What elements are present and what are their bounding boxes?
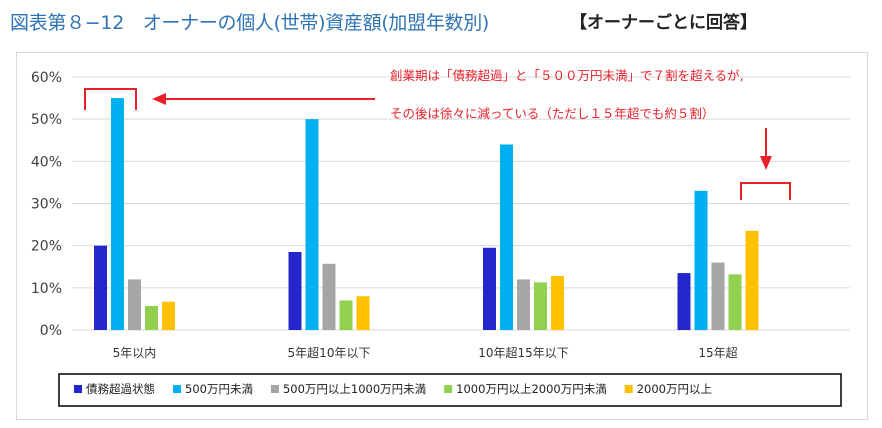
legend-label: 債務超過状態 bbox=[86, 382, 155, 396]
legend-label: 1000万円以上2000万円未満 bbox=[456, 382, 607, 396]
legend: 債務超過状態 500万円未満 500万円以上1000万円未満 1000万円以上2000… bbox=[58, 373, 842, 407]
annotation-graphics bbox=[84, 88, 791, 200]
legend-swatch bbox=[270, 385, 279, 393]
bar bbox=[128, 279, 141, 330]
legend-swatch bbox=[444, 385, 453, 393]
figure-subtitle: 【オーナーごとに回答】 bbox=[570, 13, 757, 33]
y-tick-label: 30% bbox=[31, 197, 62, 213]
annotation-line-2: その後は徐々に減っている（ただし１５年超でも約５割） bbox=[390, 106, 714, 121]
bar bbox=[728, 274, 742, 330]
bar bbox=[111, 98, 124, 330]
bar bbox=[483, 247, 496, 330]
bar bbox=[745, 230, 759, 330]
annotation-line-1: 創業期は「債務超過」と「５００万円未満」で７割を超えるが, bbox=[390, 68, 744, 83]
bar bbox=[356, 296, 370, 330]
x-tick-label: 10年超15年以下 bbox=[478, 345, 569, 360]
legend-swatch bbox=[74, 385, 82, 393]
y-axis: 0% 10% 20% 30% 40% 50% 60% bbox=[31, 70, 62, 339]
bar bbox=[322, 263, 336, 330]
bar bbox=[711, 262, 725, 330]
arrow-left-head bbox=[152, 93, 166, 105]
bar bbox=[694, 190, 708, 330]
y-tick-label: 40% bbox=[31, 154, 62, 170]
bar bbox=[339, 300, 353, 330]
legend-swatch bbox=[173, 385, 181, 393]
bracket-15yr bbox=[740, 182, 791, 200]
bar bbox=[288, 251, 302, 330]
y-tick-label: 10% bbox=[31, 281, 62, 297]
bracket-5yr bbox=[84, 88, 137, 110]
x-tick-label: 15年超 bbox=[698, 345, 737, 360]
y-tick-label: 0% bbox=[40, 323, 62, 339]
legend-label: 500万円未満 bbox=[185, 382, 253, 396]
figure-title: 図表第８−12 オーナーの個人(世帯)資産額(加盟年数別) bbox=[10, 12, 490, 34]
y-tick-label: 50% bbox=[31, 112, 62, 128]
bar bbox=[305, 119, 319, 331]
x-axis: 5年以内 5年超10年以下 10年超15年以下 15年超 bbox=[113, 345, 738, 360]
x-tick-label: 5年以内 bbox=[113, 346, 157, 360]
bars bbox=[94, 98, 759, 331]
arrow-down-head bbox=[760, 156, 772, 170]
x-tick-label: 5年超10年以下 bbox=[288, 345, 371, 360]
bar bbox=[500, 144, 513, 330]
bar bbox=[677, 273, 691, 330]
bar bbox=[517, 279, 530, 330]
bar bbox=[551, 276, 564, 330]
legend-label: 2000万円以上 bbox=[637, 382, 712, 396]
chart-frame bbox=[16, 52, 868, 420]
legend-swatch bbox=[624, 385, 633, 393]
bar bbox=[162, 301, 175, 330]
y-tick-label: 20% bbox=[31, 239, 62, 255]
bar bbox=[145, 305, 158, 330]
bar bbox=[94, 245, 107, 330]
legend-label: 500万円以上1000万円未満 bbox=[283, 382, 426, 396]
figure-header: 図表第８−12 オーナーの個人(世帯)資産額(加盟年数別) 【オーナーごとに回答… bbox=[10, 8, 878, 38]
bar bbox=[534, 282, 547, 330]
y-tick-label: 60% bbox=[31, 70, 62, 86]
legend-box bbox=[58, 373, 842, 407]
